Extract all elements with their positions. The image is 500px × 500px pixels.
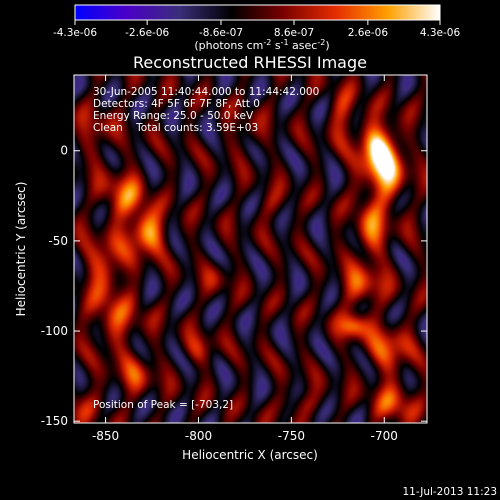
- colorbar-tick-label: -8.6e-07: [199, 27, 243, 39]
- annotation-time-range: 30-Jun-2005 11:40:44.000 to 11:44:42.000: [93, 86, 319, 98]
- x-tick-label: -850: [92, 429, 119, 443]
- colorbar: [74, 4, 441, 21]
- colorbar-tick-label: 2.6e-06: [348, 27, 389, 39]
- y-tick-label: -150: [41, 414, 68, 428]
- y-tick-label: 0: [60, 144, 68, 158]
- y-axis-ticks: 0 -50 -100 -150: [41, 144, 427, 428]
- y-axis-label: Heliocentric Y (arcsec): [14, 182, 28, 317]
- x-tick-label: -750: [278, 429, 305, 443]
- colorbar-tick-labels: -4.3e-06 -2.6e-06 -8.6e-07 8.6e-07 2.6e-06 4.…: [53, 27, 461, 39]
- annotation-detectors: Detectors: 4F 5F 6F 7F 8F, Att 0: [93, 98, 260, 110]
- x-tick-label: -800: [185, 429, 212, 443]
- plot-frame: [73, 74, 428, 424]
- y-tick-label: -100: [41, 324, 68, 338]
- colorbar-tick-label: -2.6e-06: [125, 27, 169, 39]
- colorbar-tick-label: 4.3e-06: [420, 27, 461, 39]
- x-tick-label: -700: [371, 429, 398, 443]
- annotation-energy-range: Energy Range: 25.0 - 50.0 keV: [93, 110, 254, 122]
- generation-timestamp: 11-Jul-2013 11:23: [402, 486, 497, 498]
- y-tick-label: -50: [48, 234, 68, 248]
- peak-position-label: Position of Peak = [-703,2]: [93, 399, 233, 411]
- chart-title: Reconstructed RHESSI Image: [133, 53, 367, 72]
- annotation-clean-counts: Clean Total counts: 3.59E+03: [93, 122, 258, 134]
- heatmap-container: [74, 75, 427, 423]
- x-axis-label: Heliocentric X (arcsec): [182, 448, 318, 462]
- colorbar-tick-label: -4.3e-06: [53, 27, 97, 39]
- colorbar-tick-label: 8.6e-07: [274, 27, 314, 39]
- x-axis-ticks: -850 -800 -750 -700: [92, 75, 398, 443]
- colorbar-ticks: [74, 20, 441, 25]
- heatmap-image: [74, 75, 427, 423]
- colorbar-unit-label: (photons cm-2 s-1 asec-2): [194, 38, 329, 52]
